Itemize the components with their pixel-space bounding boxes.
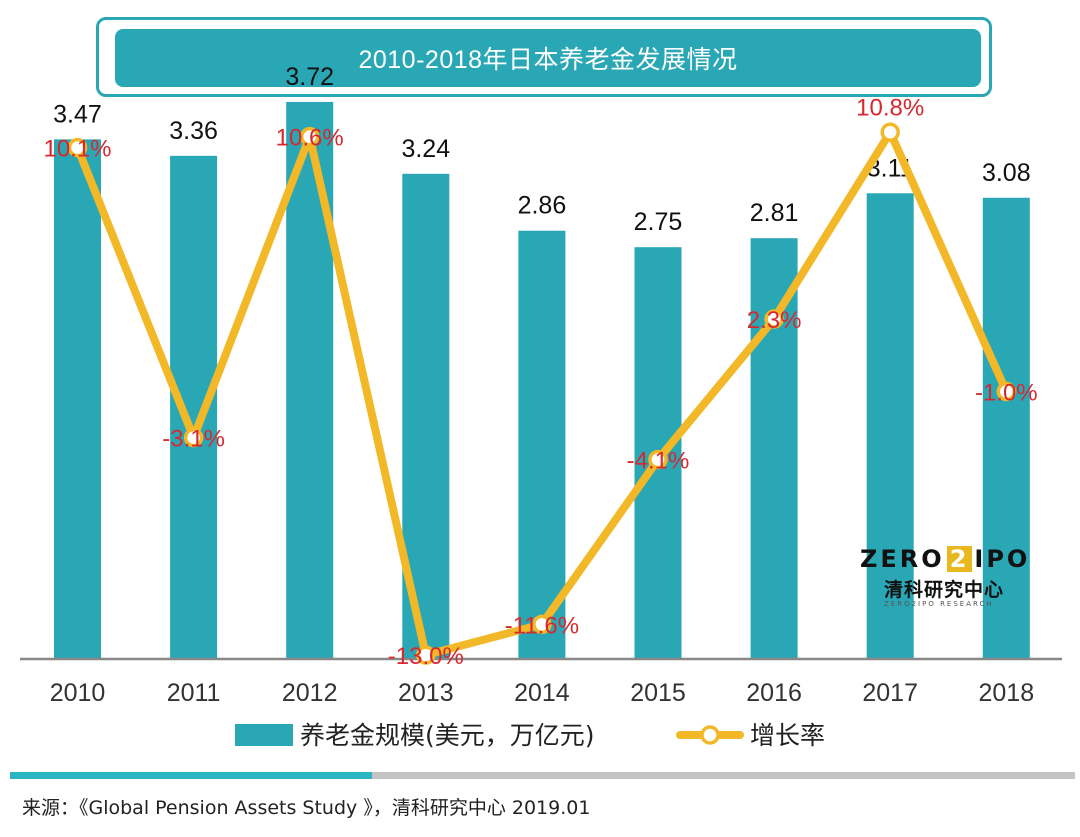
bar-value-label-2016: 2.81 <box>750 199 799 227</box>
logo-cn-name: 清科研究中心 <box>884 579 1005 601</box>
growth-rate-label-2014: -11.6% <box>505 612 579 639</box>
bar-value-label-2013: 3.24 <box>401 135 450 163</box>
legend-line-label: 增长率 <box>750 721 825 750</box>
x-tick-label-2015: 2015 <box>630 679 686 707</box>
growth-point-2017 <box>880 122 900 143</box>
bar-value-label-2011: 3.36 <box>169 117 218 145</box>
growth-rate-label-2016: 2.3% <box>747 307 802 334</box>
growth-rate-label-2010: 10.1% <box>43 136 111 163</box>
chart-title: 2010-2018年日本养老金发展情况 <box>115 29 981 87</box>
growth-point-2014 <box>532 614 552 635</box>
growth-rate-label-2018: -1.0% <box>975 379 1038 406</box>
growth-rate-label-2011: -3.1% <box>162 426 225 453</box>
x-tick-label-2014: 2014 <box>514 679 570 707</box>
growth-point-2013 <box>416 645 436 665</box>
growth-rate-label-2012: 10.6% <box>276 125 344 152</box>
growth-point-2011 <box>183 427 204 448</box>
growth-point-2018 <box>996 381 1017 402</box>
bar-2016 <box>750 238 798 659</box>
growth-rate-label-2015: -4.1% <box>627 448 690 475</box>
bar-value-label-2014: 2.86 <box>518 192 567 220</box>
bar-2018 <box>982 197 1030 659</box>
x-tick-label-2018: 2018 <box>978 679 1034 707</box>
growth-point-2010 <box>67 137 88 158</box>
source-note: 来源：《Global Pension Assets Study 》，清科研究中心… <box>22 797 591 819</box>
zero2ipo-logo: ZERO 2 IPO 清科研究中心 ZERO2IPO RESEARCH <box>860 545 1030 615</box>
footer-accent-bar <box>10 772 372 779</box>
x-tick-label-2016: 2016 <box>746 679 802 707</box>
bar-2017 <box>866 193 914 659</box>
bar-value-label-2010: 3.47 <box>53 100 102 128</box>
x-tick-label-2013: 2013 <box>398 679 454 707</box>
logo-wordmark: ZERO 2 IPO <box>860 545 1030 573</box>
legend-bar-label: 养老金规模(美元，万亿元) <box>300 721 595 750</box>
bar-2011 <box>170 155 218 659</box>
x-tick-label-2012: 2012 <box>282 679 338 707</box>
logo-text-ipo: IPO <box>974 545 1031 573</box>
bar-2010 <box>54 139 101 659</box>
x-tick-label-2011: 2011 <box>167 679 221 707</box>
x-tick-label-2017: 2017 <box>862 679 918 707</box>
legend-line-marker <box>700 725 720 745</box>
growth-point-2016 <box>764 309 784 329</box>
growth-point-2012 <box>299 126 320 147</box>
growth-point-2015 <box>648 449 668 470</box>
legend-bar-swatch <box>235 724 293 746</box>
bar-value-label-2018: 3.08 <box>982 159 1031 187</box>
logo-text-zero: ZERO <box>860 545 945 573</box>
logo-subtitle: ZERO2IPO RESEARCH <box>884 600 994 608</box>
logo-text-two: 2 <box>946 546 973 572</box>
footer-divider-bar <box>372 772 1075 779</box>
x-tick-label-2010: 2010 <box>50 679 106 707</box>
title-frame: 2010-2018年日本养老金发展情况 <box>96 17 992 97</box>
bar-value-label-2015: 2.75 <box>634 208 683 236</box>
bar-value-label-2012: 3.72 <box>285 63 334 91</box>
bar-2014 <box>518 230 566 659</box>
growth-rate-label-2017: 10.8% <box>856 94 924 121</box>
growth-rate-label-2013: -13.0% <box>388 643 464 670</box>
